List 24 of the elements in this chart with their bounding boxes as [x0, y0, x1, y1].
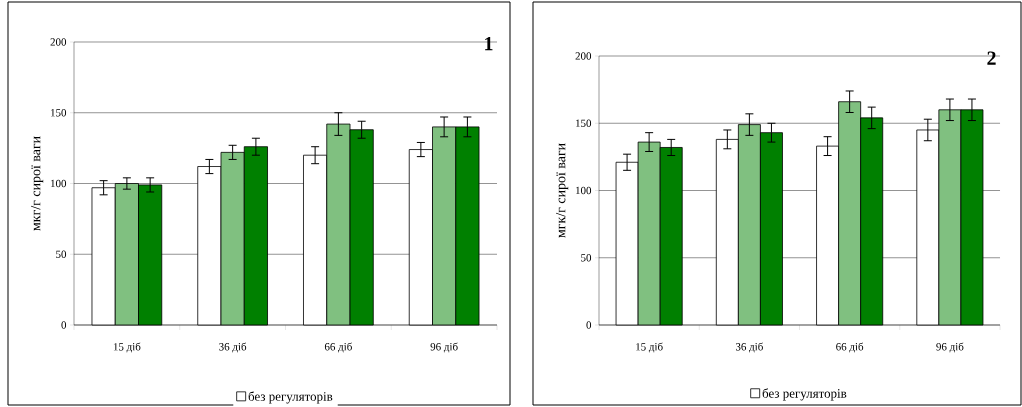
x-tick-label: 36 діб — [735, 342, 763, 353]
x-tick-label: 96 діб — [430, 342, 458, 353]
legend-label: без регуляторів — [248, 391, 333, 404]
y-axis-title: мгк/г сирої ваги — [556, 143, 569, 238]
y-tick-label: 150 — [51, 109, 67, 117]
x-tick-label: 15 діб — [113, 342, 141, 353]
annotation: 2 — [987, 51, 996, 65]
y-tick-label: 0 — [586, 321, 592, 329]
y-tick-label: 100 — [576, 186, 592, 195]
x-tick-label: 15 діб — [636, 342, 663, 353]
x-tick-label: 96 діб — [936, 342, 964, 353]
x-tick-label: 66 діб — [836, 342, 864, 353]
y-tick-label: 200 — [50, 38, 67, 46]
annotation: 1 — [485, 37, 493, 51]
y-tick-label: 50 — [581, 254, 592, 262]
legend-label: без регуляторів — [762, 388, 847, 401]
y-axis-title: мкг/г сирої ваги — [31, 136, 44, 231]
y-tick-label: 50 — [56, 250, 67, 258]
x-tick-label: 36 діб — [219, 342, 247, 353]
y-tick-label: 200 — [575, 52, 592, 60]
y-tick-label: 0 — [61, 321, 67, 329]
y-tick-label: 150 — [576, 119, 592, 127]
x-tick-label: 66 діб — [324, 342, 352, 353]
y-tick-label: 100 — [51, 179, 67, 188]
